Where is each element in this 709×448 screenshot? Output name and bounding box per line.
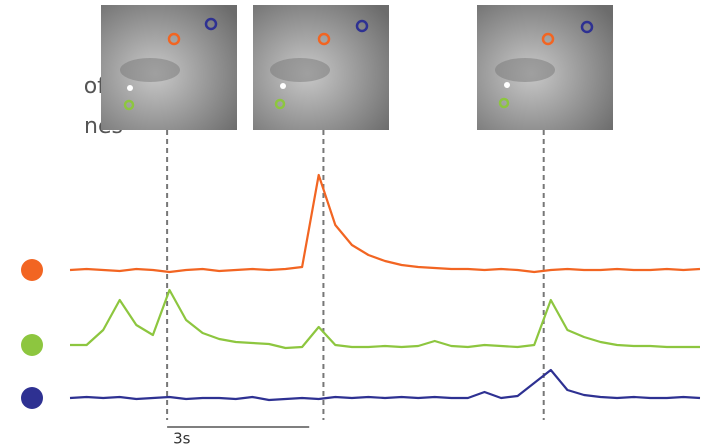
frame-image <box>253 5 389 130</box>
figure: of nes 3s <box>0 0 709 448</box>
trace <box>70 175 700 272</box>
scale-bar-label: 3s <box>173 430 191 448</box>
trace <box>70 370 700 400</box>
frame-images <box>101 5 613 130</box>
legend-dot <box>21 334 43 356</box>
frame-image <box>101 5 237 130</box>
frame-image <box>477 5 613 130</box>
legend-dot <box>21 259 43 281</box>
legend-dot <box>21 387 43 409</box>
trace <box>70 290 700 348</box>
